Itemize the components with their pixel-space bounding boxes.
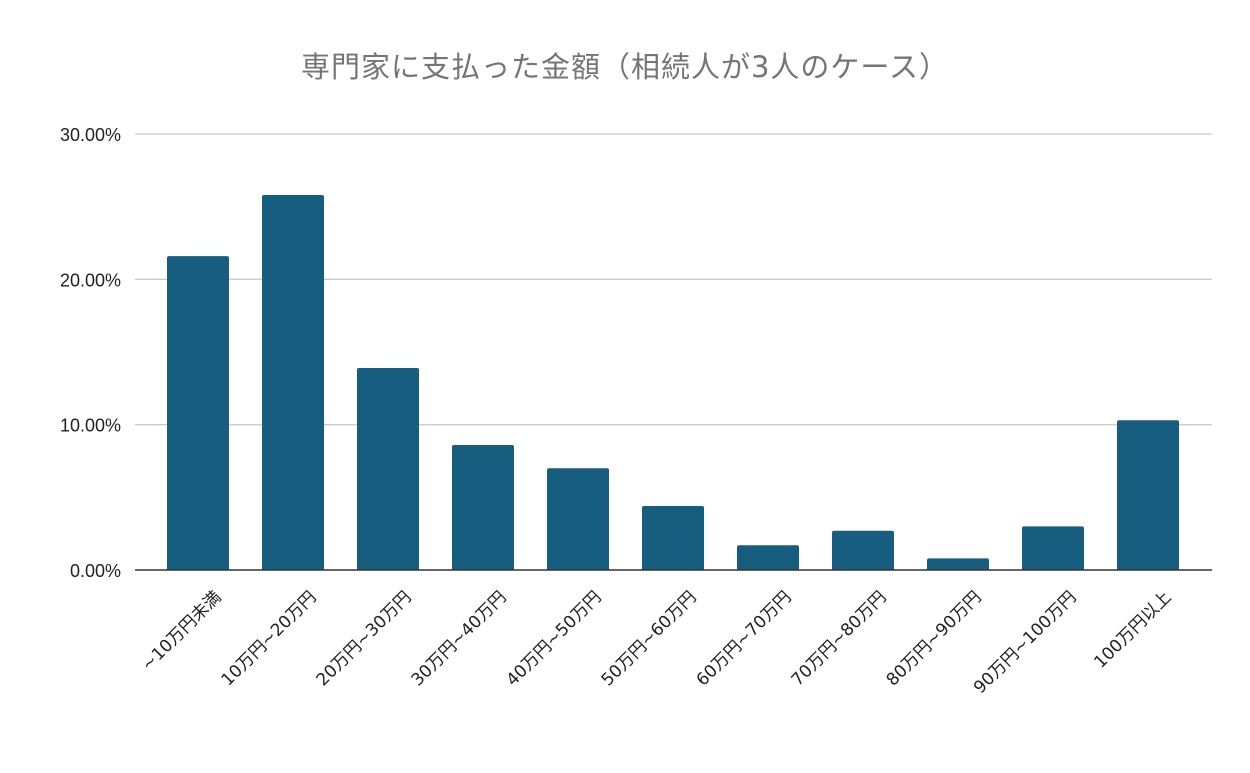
y-tick-label: 20.00% — [60, 270, 121, 290]
bar — [452, 445, 514, 570]
bars — [167, 195, 1179, 571]
x-tick-label: 100万円以上 — [1090, 587, 1175, 672]
bar — [737, 545, 799, 570]
bar — [927, 558, 989, 570]
bar — [357, 367, 419, 570]
bar — [642, 506, 704, 570]
y-tick-label: 10.00% — [60, 416, 121, 436]
x-tick-label: 80万円~90万円 — [883, 587, 986, 690]
x-tick-label: 50万円~60万円 — [598, 587, 701, 690]
bar — [1117, 420, 1179, 570]
bar — [167, 256, 229, 570]
x-tick-label: 10万円~20万円 — [218, 587, 321, 690]
bar — [262, 195, 324, 571]
bar — [547, 468, 609, 570]
bar — [832, 530, 894, 570]
bar — [1022, 526, 1084, 570]
x-tick-label: 30万円~40万円 — [408, 587, 511, 690]
x-axis-tick-labels: ~10万円未満10万円~20万円20万円~30万円30万円~40万円40万円~5… — [138, 587, 1176, 698]
x-tick-label: 70万円~80万円 — [788, 587, 891, 690]
x-tick-label: 90万円~100万円 — [970, 587, 1081, 698]
x-tick-label: 20万円~30万円 — [313, 587, 416, 690]
x-tick-label: ~10万円未満 — [138, 587, 226, 675]
y-tick-label: 30.00% — [60, 125, 121, 145]
x-tick-label: 60万円~70万円 — [693, 587, 796, 690]
x-tick-label: 40万円~50万円 — [503, 587, 606, 690]
y-tick-label: 0.00% — [70, 561, 121, 581]
y-axis-tick-labels: 0.00% 10.00% 20.00% 30.00% — [60, 125, 121, 581]
chart-title: 専門家に支払った金額（相続人が3人のケース） — [300, 50, 949, 84]
